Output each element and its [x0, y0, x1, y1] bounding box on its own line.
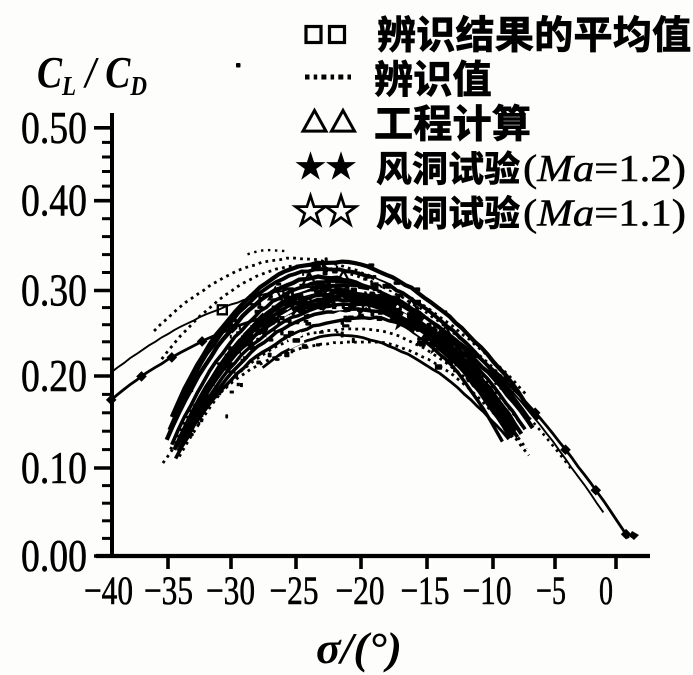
svg-text:−10: −10 — [463, 568, 512, 613]
svg-text:0.30: 0.30 — [21, 266, 87, 316]
svg-text:(Ma=1.1): (Ma =1.1) — [523, 193, 686, 235]
svg-text:σ/(°): σ/(°) — [316, 624, 402, 673]
svg-text:(Ma=1.2): (Ma =1.2) — [523, 148, 686, 190]
svg-text:0: 0 — [599, 568, 613, 613]
svg-text:−20: −20 — [336, 568, 385, 613]
svg-text:−15: −15 — [401, 568, 450, 613]
svg-text:0.40: 0.40 — [21, 176, 87, 226]
svg-text:0.20: 0.20 — [21, 351, 87, 401]
svg-text:−30: −30 — [206, 568, 255, 613]
svg-text:CL / CD: CL / CD — [37, 48, 147, 101]
svg-text:0.10: 0.10 — [21, 443, 87, 493]
svg-text:0.00: 0.00 — [21, 531, 87, 581]
svg-text:−35: −35 — [144, 568, 193, 613]
svg-text:−40: −40 — [84, 568, 133, 613]
svg-text:0.50: 0.50 — [21, 103, 87, 153]
svg-text:−5: −5 — [536, 568, 566, 613]
svg-text:−25: −25 — [270, 568, 319, 613]
